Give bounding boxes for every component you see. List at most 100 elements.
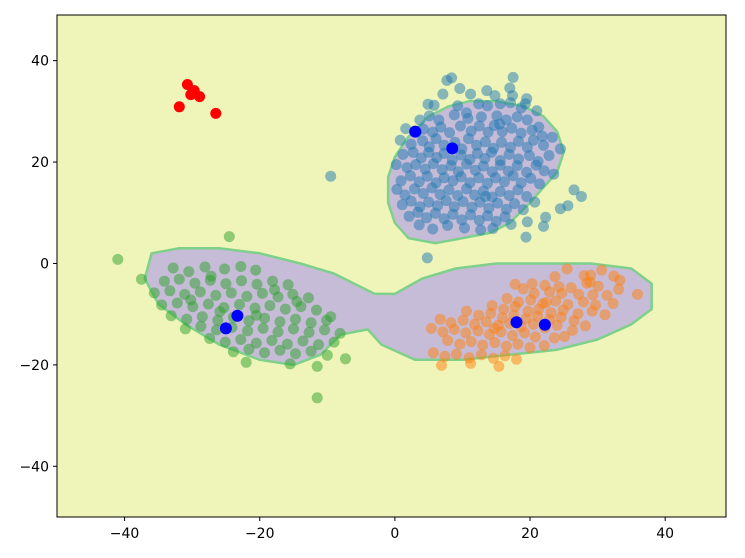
data-point xyxy=(443,184,455,196)
data-point xyxy=(264,300,276,312)
data-point xyxy=(538,165,550,177)
data-point xyxy=(334,327,346,339)
data-point xyxy=(440,195,452,207)
data-point xyxy=(481,85,493,97)
x-tick-label: 20 xyxy=(521,526,539,542)
data-point xyxy=(475,111,487,123)
data-point xyxy=(417,188,429,199)
data-point xyxy=(546,131,558,143)
data-point xyxy=(465,88,477,100)
data-point xyxy=(524,342,536,354)
data-point xyxy=(423,146,435,158)
center-point xyxy=(231,309,244,322)
data-point xyxy=(448,109,460,121)
data-point xyxy=(442,335,454,346)
data-point xyxy=(526,124,538,136)
data-point xyxy=(487,223,499,234)
data-point xyxy=(509,301,521,313)
data-point xyxy=(538,139,549,151)
data-point xyxy=(614,274,626,286)
data-point xyxy=(494,118,506,130)
data-point xyxy=(179,323,191,335)
data-point xyxy=(148,287,160,299)
data-point xyxy=(325,311,337,323)
data-point xyxy=(482,210,493,222)
data-point xyxy=(486,146,497,158)
data-point xyxy=(423,196,435,208)
data-point xyxy=(256,287,268,299)
data-point xyxy=(494,159,506,171)
data-point xyxy=(394,134,406,146)
data-point xyxy=(413,219,425,231)
data-point xyxy=(465,357,477,369)
data-point xyxy=(165,310,177,322)
center-point xyxy=(409,125,422,138)
data-point xyxy=(181,313,193,325)
data-point xyxy=(436,359,447,371)
data-point xyxy=(437,326,449,338)
data-point xyxy=(290,313,301,325)
data-point xyxy=(504,97,516,109)
data-point xyxy=(136,273,147,285)
data-point xyxy=(257,322,269,334)
data-point xyxy=(447,208,459,220)
data-point xyxy=(391,183,403,195)
data-point xyxy=(429,207,441,219)
data-point xyxy=(517,283,529,295)
data-point xyxy=(164,285,176,297)
data-point xyxy=(519,327,531,339)
data-point xyxy=(410,159,422,171)
data-point xyxy=(437,88,449,100)
data-point xyxy=(454,83,466,94)
data-point xyxy=(549,271,561,283)
data-point xyxy=(551,319,563,331)
y-tick-label: −40 xyxy=(19,459,49,475)
data-point xyxy=(156,299,168,311)
data-point xyxy=(509,278,521,290)
data-point xyxy=(520,231,532,243)
center-point xyxy=(446,142,459,155)
data-point xyxy=(632,288,643,300)
data-point xyxy=(494,98,506,110)
data-point xyxy=(462,112,474,124)
data-point xyxy=(501,293,513,304)
data-point xyxy=(243,343,255,355)
data-point xyxy=(457,196,469,208)
data-point xyxy=(242,325,254,337)
data-point xyxy=(171,297,183,309)
data-point xyxy=(503,148,515,160)
data-point xyxy=(527,318,539,330)
data-point xyxy=(412,206,424,218)
data-point xyxy=(525,294,537,306)
data-point xyxy=(188,85,200,97)
y-tick-label: 20 xyxy=(31,155,49,171)
data-point xyxy=(511,111,523,123)
data-point xyxy=(441,74,453,86)
data-point xyxy=(397,148,409,160)
data-point xyxy=(272,326,284,338)
data-point xyxy=(599,309,611,321)
data-point xyxy=(477,160,489,172)
data-point xyxy=(479,136,491,148)
data-point xyxy=(321,349,333,361)
data-point xyxy=(506,122,518,134)
data-point xyxy=(259,347,270,359)
data-point xyxy=(274,316,286,328)
data-point xyxy=(534,178,545,190)
data-point xyxy=(577,296,589,308)
data-point xyxy=(266,335,278,346)
data-point xyxy=(422,98,434,110)
data-point xyxy=(473,172,485,184)
data-point xyxy=(311,392,323,404)
data-point xyxy=(519,98,531,110)
data-point xyxy=(319,324,331,336)
data-point xyxy=(438,172,450,184)
data-point xyxy=(575,191,587,202)
data-point xyxy=(488,352,499,364)
data-point xyxy=(297,335,309,347)
data-point xyxy=(340,353,351,365)
y-tick-label: 40 xyxy=(31,54,49,70)
data-point xyxy=(473,98,485,110)
plot-frame xyxy=(56,14,727,518)
data-point xyxy=(282,279,294,291)
